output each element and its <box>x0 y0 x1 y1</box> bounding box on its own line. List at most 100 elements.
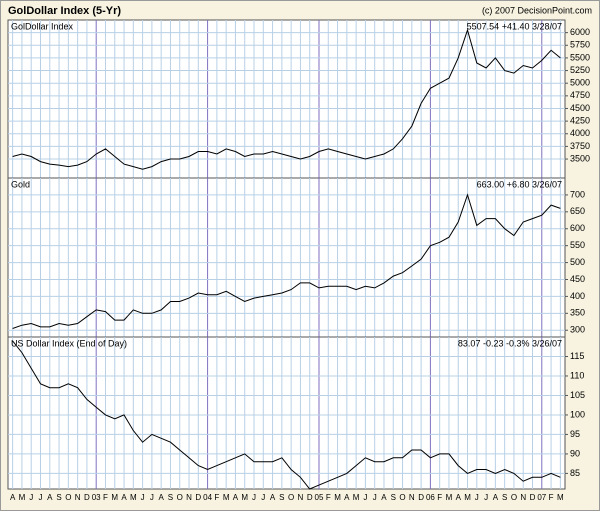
x-tick-label: D <box>418 493 424 502</box>
x-tick-label: M <box>353 493 360 502</box>
y-tick-label: 5750 <box>570 40 590 50</box>
x-tick-label: J <box>475 493 479 502</box>
x-tick-label: A <box>344 493 350 502</box>
x-tick-label: 05 <box>315 493 324 502</box>
panel-title: US Dollar Index (End of Day) <box>11 338 127 348</box>
x-tick-label: J <box>38 493 42 502</box>
x-tick-label: J <box>29 493 33 502</box>
y-tick-label: 350 <box>570 308 585 318</box>
x-tick-label: O <box>288 493 294 502</box>
x-tick-label: 04 <box>203 493 212 502</box>
x-tick-label: O <box>65 493 71 502</box>
x-tick-label: D <box>195 493 201 502</box>
x-tick-label: F <box>549 493 554 502</box>
y-tick-label: 3500 <box>570 153 590 163</box>
y-tick-label: 85 <box>570 468 580 478</box>
x-tick-label: A <box>159 493 165 502</box>
x-tick-label: N <box>186 493 192 502</box>
panel-title: GolDollar Index <box>11 21 74 31</box>
x-tick-label: A <box>493 493 499 502</box>
y-tick-label: 105 <box>570 390 585 400</box>
y-tick-label: 650 <box>570 206 585 216</box>
x-tick-label: J <box>484 493 488 502</box>
y-tick-label: 700 <box>570 189 585 199</box>
x-tick-label: M <box>557 493 564 502</box>
x-tick-label: J <box>252 493 256 502</box>
x-tick-label: A <box>47 493 53 502</box>
y-tick-label: 6000 <box>570 27 590 37</box>
chart-title: GolDollar Index (5-Yr) <box>8 5 121 17</box>
x-tick-label: A <box>270 493 276 502</box>
x-tick-label: 06 <box>426 493 435 502</box>
y-tick-label: 600 <box>570 223 585 233</box>
x-tick-label: J <box>150 493 154 502</box>
panel-annotation: 5507.54 +41.40 3/28/07 <box>467 21 562 31</box>
x-tick-label: N <box>520 493 526 502</box>
y-tick-label: 90 <box>570 448 580 458</box>
x-tick-label: A <box>381 493 387 502</box>
y-tick-label: 4750 <box>570 90 590 100</box>
x-tick-label: J <box>373 493 377 502</box>
data-line <box>12 28 561 170</box>
data-line <box>12 193 561 329</box>
y-tick-label: 110 <box>570 370 584 380</box>
x-tick-label: M <box>19 493 26 502</box>
x-tick-label: A <box>456 493 462 502</box>
x-tick-label: A <box>121 493 127 502</box>
y-tick-label: 300 <box>570 325 585 335</box>
x-tick-label: F <box>437 493 442 502</box>
y-tick-label: 550 <box>570 240 585 250</box>
x-tick-label: M <box>223 493 230 502</box>
x-tick-label: M <box>464 493 471 502</box>
x-tick-label: S <box>502 493 507 502</box>
y-tick-label: 3750 <box>570 141 590 151</box>
x-tick-label: D <box>307 493 313 502</box>
x-tick-label: S <box>279 493 284 502</box>
y-tick-label: 5500 <box>570 52 590 62</box>
x-tick-label: O <box>399 493 405 502</box>
x-tick-label: M <box>130 493 137 502</box>
y-tick-label: 500 <box>570 257 585 267</box>
x-tick-label: F <box>326 493 331 502</box>
y-tick-label: 100 <box>570 409 585 419</box>
panel-annotation: 83.07 -0.23 -0.3% 3/26/07 <box>458 338 562 348</box>
x-tick-label: J <box>141 493 145 502</box>
y-tick-label: 4000 <box>570 128 590 138</box>
panel <box>7 19 566 179</box>
panel-title: Gold <box>11 179 30 189</box>
panel <box>7 336 566 490</box>
x-tick-label: O <box>511 493 517 502</box>
x-tick-label: M <box>241 493 248 502</box>
y-tick-label: 4250 <box>570 115 590 125</box>
y-tick-label: 450 <box>570 274 585 284</box>
x-tick-label: F <box>214 493 219 502</box>
x-tick-label: D <box>84 493 90 502</box>
x-tick-label: D <box>530 493 536 502</box>
x-tick-label: S <box>56 493 61 502</box>
x-tick-label: 07 <box>537 493 546 502</box>
x-tick-label: A <box>233 493 239 502</box>
x-tick-label: M <box>446 493 453 502</box>
x-tick-label: J <box>261 493 265 502</box>
x-tick-label: M <box>334 493 341 502</box>
x-tick-label: S <box>391 493 396 502</box>
x-tick-label: N <box>409 493 415 502</box>
x-tick-label: A <box>10 493 16 502</box>
x-tick-label: S <box>168 493 173 502</box>
y-tick-label: 400 <box>570 291 585 301</box>
x-tick-label: N <box>75 493 81 502</box>
x-tick-label: N <box>298 493 304 502</box>
x-tick-label: F <box>103 493 108 502</box>
data-line <box>12 340 561 490</box>
x-tick-label: 03 <box>92 493 101 502</box>
x-tick-label: O <box>177 493 183 502</box>
y-tick-label: 5000 <box>570 78 590 88</box>
credit: (c) 2007 DecisionPoint.com <box>482 5 592 15</box>
y-tick-label: 4500 <box>570 103 590 113</box>
y-tick-label: 5250 <box>570 65 590 75</box>
panel-annotation: 663.00 +6.80 3/26/07 <box>477 179 562 189</box>
x-tick-label: J <box>363 493 367 502</box>
x-tick-label: M <box>111 493 118 502</box>
y-tick-label: 95 <box>570 429 580 439</box>
